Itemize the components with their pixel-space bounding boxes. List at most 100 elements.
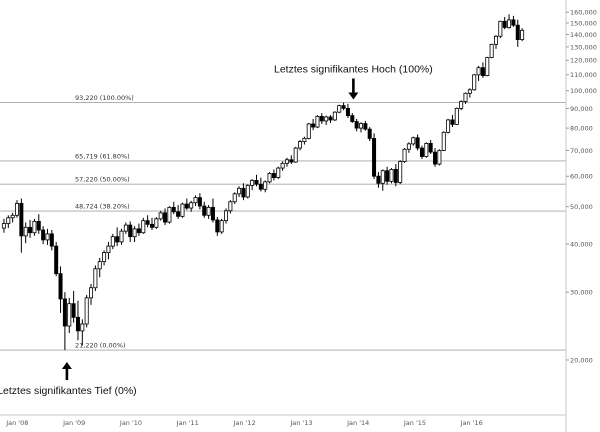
- candle-body: [228, 201, 233, 212]
- candle-body: [459, 101, 464, 109]
- candle-body: [289, 159, 294, 163]
- candle-bullish: [485, 56, 490, 77]
- candle-body: [393, 168, 398, 183]
- candle-body: [115, 236, 120, 243]
- candle-bearish: [210, 198, 215, 223]
- candle-body: [280, 162, 285, 169]
- candle-bullish: [476, 65, 481, 82]
- candle-body: [23, 226, 28, 237]
- candle-bearish: [350, 113, 355, 123]
- candle-bullish: [80, 319, 85, 346]
- candle-bullish: [498, 20, 503, 39]
- annotation-label: Letztes signifikantes Tief (0%): [0, 385, 137, 397]
- candle-body: [197, 197, 202, 207]
- candle-body: [136, 228, 141, 234]
- candle-bullish: [302, 136, 307, 145]
- candle-bullish: [141, 217, 146, 234]
- candle-bearish: [184, 198, 189, 211]
- candle-body: [380, 170, 385, 184]
- candle-body: [520, 29, 525, 40]
- candle-bearish: [197, 193, 202, 210]
- candle-bullish: [245, 184, 250, 199]
- candle-bullish: [332, 111, 337, 121]
- candle-bearish: [62, 292, 67, 351]
- candle-bearish: [363, 120, 368, 131]
- candle-body: [406, 143, 411, 150]
- candle-body: [411, 137, 416, 145]
- candle-body: [145, 220, 150, 225]
- candle-bullish: [132, 226, 137, 242]
- candle-bearish: [376, 172, 381, 188]
- y-tick-label: 140,000: [570, 31, 597, 39]
- candle-body: [49, 233, 54, 247]
- candle-body: [345, 107, 350, 117]
- y-axis: 20,000 30,000 40,000 50,000 60,000 70,000 80,0…: [565, 0, 597, 432]
- candle-bullish: [93, 265, 98, 292]
- candle-bullish: [123, 222, 128, 234]
- y-tick-label: 120,000: [570, 57, 597, 65]
- candle-body: [350, 115, 355, 122]
- candle-body: [128, 224, 133, 238]
- candle-body: [337, 105, 342, 113]
- candle-body: [480, 67, 485, 76]
- candle-body: [206, 206, 211, 216]
- candle-body: [193, 197, 198, 204]
- candle-bearish: [28, 219, 33, 238]
- candle-bullish: [219, 218, 224, 234]
- fib-level-label: 48,724 (38.20%): [75, 203, 130, 211]
- candle-bullish: [293, 146, 298, 163]
- candle-bearish: [419, 145, 424, 160]
- candle-body: [402, 148, 407, 162]
- candle-bearish: [41, 226, 46, 245]
- y-tick-label: 110,000: [570, 71, 597, 79]
- candle-body: [149, 223, 154, 228]
- candle-body: [154, 218, 159, 228]
- candle-body: [485, 57, 490, 76]
- candle-bearish: [54, 241, 59, 277]
- candle-body: [176, 211, 181, 217]
- candle-bullish: [437, 149, 442, 166]
- candle-body: [71, 303, 76, 318]
- candle-bullish: [232, 192, 237, 205]
- candle-body: [80, 323, 85, 332]
- candle-body: [467, 89, 472, 94]
- candle-body: [332, 111, 337, 121]
- candle-bullish: [507, 14, 512, 29]
- candle-body: [184, 203, 189, 209]
- candle-body: [1, 223, 6, 229]
- candle-bullish: [489, 43, 494, 59]
- candle-bullish: [358, 122, 363, 133]
- candle-bearish: [480, 62, 485, 78]
- candle-bullish: [97, 257, 102, 278]
- candle-body: [189, 202, 194, 209]
- candle-body: [389, 168, 394, 182]
- candle-body: [419, 147, 424, 157]
- candle-body: [54, 245, 59, 275]
- candle-body: [476, 67, 481, 76]
- candle-body: [250, 180, 255, 186]
- candle-bullish: [1, 218, 6, 233]
- candle-body: [237, 187, 242, 195]
- candle-body: [167, 206, 172, 223]
- candle-body: [298, 141, 303, 149]
- candle-bullish: [193, 195, 198, 207]
- candle-bearish: [241, 183, 246, 201]
- y-tick-label: 160,000: [570, 9, 597, 17]
- candle-body: [363, 123, 368, 130]
- candle-body: [89, 287, 94, 299]
- y-tick-label: 130,000: [570, 43, 597, 51]
- candle-body: [75, 316, 80, 332]
- candle-body: [258, 183, 263, 190]
- fib-level-label: 65,719 (61.80%): [75, 152, 130, 160]
- x-tick-label: Jan '14: [346, 419, 369, 427]
- candle-bullish: [14, 200, 19, 218]
- candle-body: [219, 220, 224, 233]
- candle-body: [311, 123, 316, 128]
- fib-level-label: 21,220 (0.00%): [75, 342, 126, 350]
- candle-body: [385, 170, 390, 182]
- candle-bearish: [75, 300, 80, 341]
- candle-body: [441, 131, 446, 151]
- candle-body: [428, 143, 433, 153]
